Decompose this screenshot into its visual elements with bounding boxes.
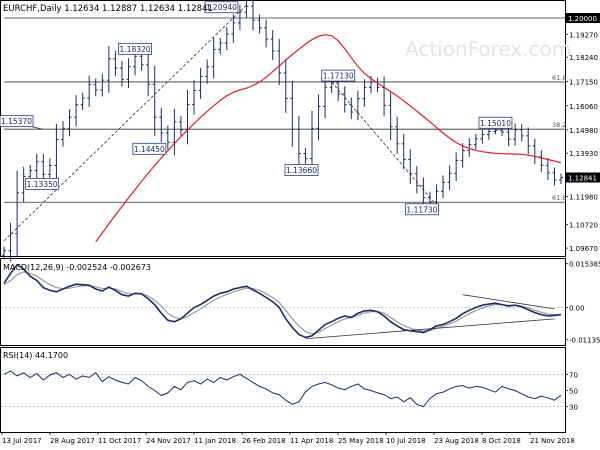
price-annotation-label: 1.15010 [480,119,511,128]
panel-frames [0,0,566,433]
price-axis-label: 1.18240 [569,54,598,62]
macd-axis-label: 0.015385 [569,261,600,269]
rsi-series-line [3,370,562,408]
rsi-title: RSI(14) 44.1700 [3,351,68,360]
fib-level-label: 61.8 [552,194,566,202]
x-axis-label: 11 Apr 2018 [290,437,333,445]
rsi-lines [1,370,565,408]
macd-axis-label: -0.011352 [569,337,600,345]
macd-axis: 0.015385 0.00 -0.011352 [565,261,600,345]
x-axis-label: 13 Jul 2017 [2,437,42,445]
trendline-downtrend [331,81,437,206]
price-axis-highlight [566,13,600,24]
macd-axis-label: 0.00 [569,304,585,312]
rsi-axis-label: 50 [569,388,578,396]
price-annotation-box [132,142,167,155]
price-annotation-label: 1.15370 [1,117,32,126]
macd-resistance-trendline [462,294,555,310]
macd-signal-line [3,271,561,335]
fib-level-label: 38.2 [552,121,566,129]
price-annotation-label: 1.18320 [120,45,151,54]
price-axis-label: 1.16060 [569,103,598,111]
price-annotation-box [204,1,239,14]
x-axis-label: 10 Jul 2018 [386,437,426,445]
x-axis-label: 8 Oct 2018 [482,437,521,445]
rsi-axis: 70 50 30 [565,371,578,412]
price-annotation-label: 1.13350 [27,180,58,189]
x-axis-label: 28 Aug 2017 [50,437,95,445]
price-axis-label: 1.17150 [569,79,598,87]
price-axis: 1.20000 1.19270 1.18240 1.17150 1.16060 1.149… [565,13,600,253]
sma-line [95,34,562,243]
fib-levels: 61.8 38.2 61.8 [4,17,566,203]
rsi-axis-label: 30 [569,404,578,412]
price-annotation-label: 1.13660 [286,166,317,175]
price-axis-label: 1.12841 [568,174,597,182]
price-annotations: 1.20940 1.18320 1.14450 1.17130 1.13660 1.117… [0,1,513,216]
price-axis-label: 1.14980 [569,127,598,135]
price-axis-label: 1.11980 [569,194,598,202]
watermark: ActionForex.com [405,37,571,61]
x-axis-label: 25 May 2018 [338,437,384,445]
price-axis-highlight [566,172,600,183]
macd-title: MACD(12,26,9) -0.002524 -0.002673 [3,263,151,272]
price-axis-label: 1.13930 [569,150,598,158]
rsi-axis-label: 70 [569,371,578,379]
price-annotation-label: 1.14450 [134,145,165,154]
price-axis-label: 1.20000 [568,15,597,23]
macd-panel-frame [0,258,566,346]
fib-level-label: 61.8 [552,74,566,82]
macd-main-line [3,263,562,339]
price-annotation-box [25,177,60,190]
price-annotation-label: 1.20940 [206,3,237,12]
x-axis-label: 26 Feb 2018 [242,437,286,445]
x-axis-label: 11 Oct 2017 [98,437,141,445]
sma-series-line [95,34,562,243]
price-panel-frame [0,0,566,257]
macd-support-trendline [305,318,555,340]
price-annotation-box [0,115,34,128]
price-axis-label: 1.10720 [569,222,598,230]
price-annotation-box [478,116,513,129]
price-axis-label: 1.09670 [569,245,598,253]
x-axis-label: 11 Jan 2018 [194,437,236,445]
rsi-panel-frame [0,347,566,433]
macd-lines [1,263,565,340]
price-annotation-box [405,203,439,216]
chart-header: EURCHF,Daily 1.12634 1.12887 1.12634 1.1… [3,4,213,14]
trendline-uptrend [3,4,247,242]
price-annotation-box [284,164,319,176]
x-axis-label: 23 Aug 2018 [434,437,479,445]
price-axis-label: 1.19270 [569,31,598,39]
price-annotation-label: 1.17130 [323,72,354,81]
x-axis-label: 24 Nov 2017 [146,437,191,445]
price-annotation-label: 1.11730 [406,205,437,214]
x-axis: 13 Jul 2017 28 Aug 2017 11 Oct 2017 24 Nov … [1,432,575,445]
price-annotation-box [321,69,356,82]
price-bars [2,0,563,262]
x-axis-label: 21 Nov 2018 [530,437,575,445]
price-annotation-box [118,42,152,55]
